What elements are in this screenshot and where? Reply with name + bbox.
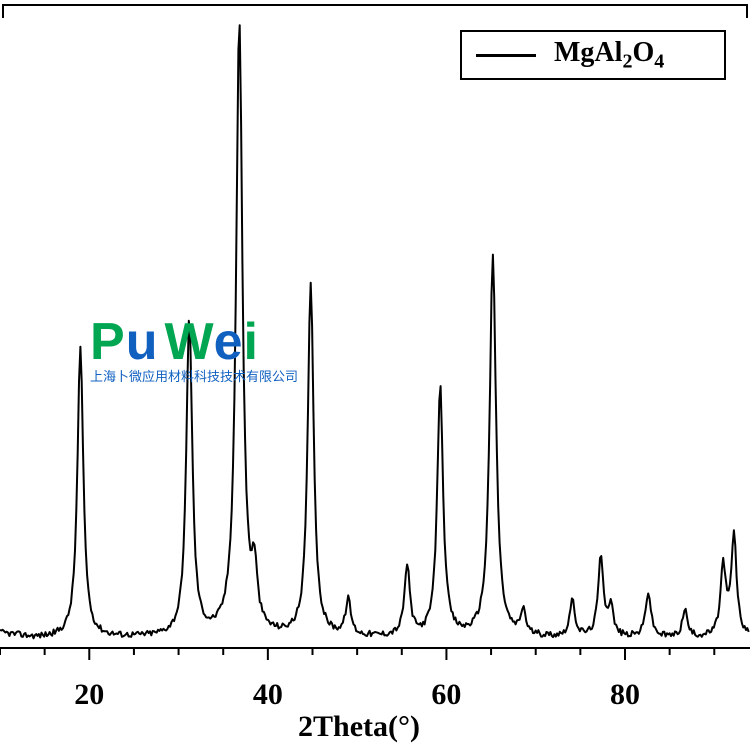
logo-letter-w: W [164,313,213,371]
x-tick-label: 80 [610,678,640,712]
logo-letter-i: i [244,313,259,371]
logo-letter-u: u [126,313,159,371]
logo-letter-p: P [90,313,126,371]
logo-subtitle: 上海卜微应用材料科技技术有限公司 [90,366,298,385]
logo-letter-e: e [214,313,244,371]
legend-box: MgAl2O4 [460,30,726,80]
legend-label: MgAl2O4 [554,37,664,74]
xrd-chart: MgAl2O4 20 40 60 80 2Theta(°) PuWei 上海卜微应用材… [0,0,750,750]
x-axis-label: 2Theta(°) [298,710,420,744]
watermark-logo: PuWei 上海卜微应用材料科技技术有限公司 [90,312,298,385]
logo-text: PuWei [90,312,298,372]
legend-sample-line [476,54,536,57]
x-tick-label: 60 [431,678,461,712]
x-tick-label: 40 [253,678,283,712]
x-tick-label: 20 [74,678,104,712]
